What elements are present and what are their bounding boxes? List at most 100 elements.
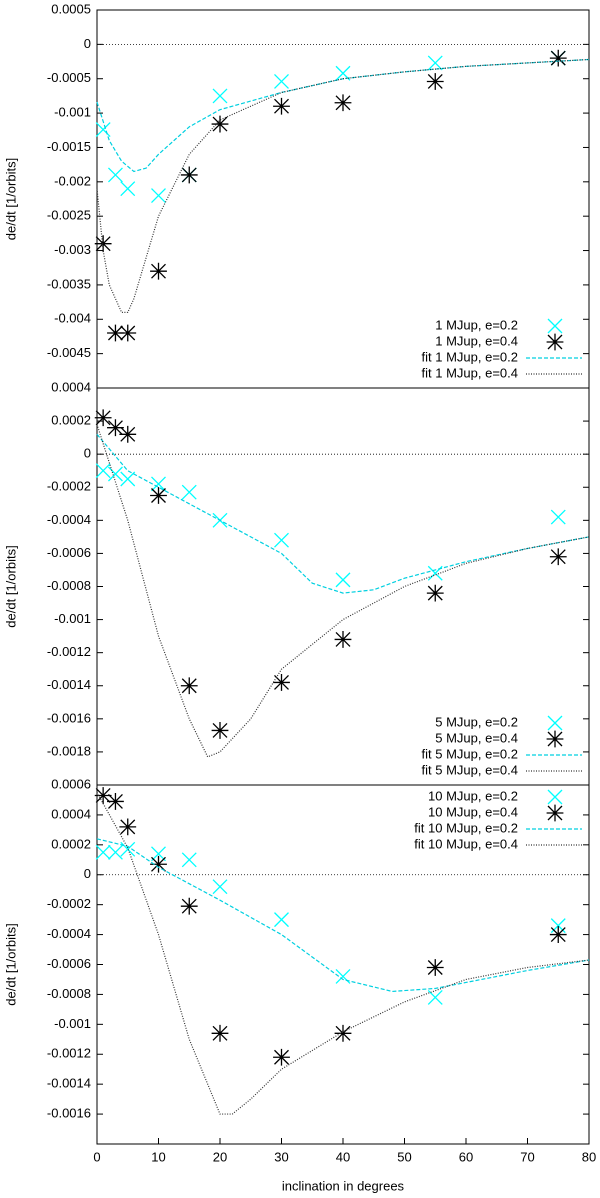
data-point bbox=[427, 989, 443, 1005]
data-point bbox=[95, 122, 111, 138]
y-tick-label: -0.0008 bbox=[47, 986, 91, 1001]
data-point bbox=[426, 584, 444, 602]
fit-line bbox=[96, 58, 590, 313]
y-tick-label: -0.0002 bbox=[47, 896, 91, 911]
data-point bbox=[549, 926, 567, 943]
y-tick-label: -0.0035 bbox=[47, 276, 91, 291]
y-tick-label: -0.0014 bbox=[47, 1076, 91, 1091]
data-point bbox=[547, 318, 563, 334]
x-tick-label: 60 bbox=[459, 1149, 473, 1164]
y-tick-label: -0.0006 bbox=[47, 956, 91, 971]
fit-line bbox=[96, 58, 590, 173]
y-tick-label: 0.0002 bbox=[51, 836, 91, 851]
data-point bbox=[335, 572, 351, 588]
data-point bbox=[549, 548, 567, 566]
data-point bbox=[119, 324, 137, 342]
data-point bbox=[151, 846, 166, 862]
x-tick-label: 50 bbox=[397, 1149, 411, 1164]
data-point bbox=[546, 333, 564, 351]
data-point bbox=[550, 509, 566, 525]
data-point bbox=[107, 419, 124, 437]
data-point bbox=[180, 677, 198, 695]
data-point bbox=[151, 188, 166, 204]
legend-label: 1 MJup, e=0.2 bbox=[435, 317, 518, 332]
legend-label: 5 MJup, e=0.2 bbox=[435, 714, 518, 729]
y-tick-label: -0.001 bbox=[54, 611, 91, 626]
x-tick-label: 10 bbox=[151, 1149, 165, 1164]
data-point bbox=[546, 804, 564, 822]
y-tick-label: -0.003 bbox=[54, 242, 91, 257]
data-point bbox=[334, 94, 352, 112]
y-tick-label: -0.001 bbox=[54, 1016, 91, 1031]
data-point bbox=[107, 466, 123, 482]
data-point bbox=[212, 879, 228, 895]
data-point bbox=[94, 787, 112, 804]
data-point bbox=[119, 425, 137, 443]
data-point bbox=[107, 844, 123, 860]
y-tick-label: 0 bbox=[84, 446, 91, 461]
data-point bbox=[95, 844, 111, 860]
x-tick-label: 0 bbox=[93, 1149, 100, 1164]
data-point bbox=[547, 789, 563, 805]
data-point bbox=[150, 855, 167, 873]
y-tick-label: -0.0015 bbox=[47, 139, 91, 154]
y-axis-label: de/dt [1/orbits] bbox=[3, 923, 18, 1005]
y-tick-label: -0.0016 bbox=[47, 1106, 91, 1121]
y-tick-label: 0.0002 bbox=[51, 413, 91, 428]
data-point bbox=[211, 722, 229, 739]
y-tick-label: -0.0018 bbox=[47, 743, 91, 758]
data-point bbox=[211, 115, 229, 133]
y-axis-label: de/dt [1/orbits] bbox=[3, 545, 18, 627]
y-tick-label: -0.001 bbox=[54, 105, 91, 120]
y-tick-label: -0.0025 bbox=[47, 208, 91, 223]
data-point bbox=[120, 181, 136, 197]
data-point bbox=[273, 674, 290, 691]
data-point bbox=[94, 409, 112, 427]
legend-label: fit 5 MJup, e=0.2 bbox=[422, 746, 518, 761]
y-tick-label: -0.0006 bbox=[47, 545, 91, 560]
data-point bbox=[107, 793, 124, 810]
data-point bbox=[181, 852, 197, 868]
data-point bbox=[94, 235, 112, 253]
x-tick-label: 70 bbox=[520, 1149, 534, 1164]
data-point bbox=[274, 532, 289, 548]
x-tick-label: 40 bbox=[336, 1149, 350, 1164]
data-point bbox=[334, 631, 352, 648]
legend-label: fit 5 MJup, e=0.4 bbox=[422, 762, 518, 777]
data-point bbox=[212, 88, 228, 104]
legend-label: 5 MJup, e=0.4 bbox=[435, 730, 518, 745]
data-point bbox=[426, 73, 444, 90]
legend-label: fit 10 MJup, e=0.2 bbox=[414, 820, 518, 835]
y-tick-label: -0.0004 bbox=[47, 926, 91, 941]
data-point bbox=[547, 715, 563, 731]
y-tick-label: 0.0005 bbox=[51, 1, 91, 16]
y-tick-label: 0 bbox=[84, 36, 91, 51]
data-point bbox=[107, 324, 124, 342]
fit-line bbox=[96, 792, 590, 1115]
y-tick-label: -0.004 bbox=[54, 311, 91, 326]
data-point bbox=[273, 97, 290, 115]
data-point bbox=[211, 1024, 229, 1042]
data-point bbox=[95, 463, 111, 479]
legend-label: 10 MJup, e=0.4 bbox=[428, 804, 518, 819]
fit-line bbox=[96, 433, 590, 594]
y-tick-label: 0.0006 bbox=[51, 776, 91, 791]
legend-label: 10 MJup, e=0.2 bbox=[428, 788, 518, 803]
data-point bbox=[119, 818, 137, 836]
data-point bbox=[274, 912, 289, 928]
y-tick-label: -0.0014 bbox=[47, 677, 91, 692]
y-tick-label: -0.0016 bbox=[47, 710, 91, 725]
data-point bbox=[334, 1024, 352, 1042]
legend-label: fit 10 MJup, e=0.4 bbox=[414, 836, 518, 851]
data-point bbox=[426, 959, 444, 976]
data-point bbox=[181, 484, 197, 500]
data-point bbox=[151, 476, 166, 492]
y-tick-label: -0.002 bbox=[54, 173, 91, 188]
x-axis-label: inclination in degrees bbox=[282, 1178, 405, 1193]
y-tick-label: -0.0045 bbox=[47, 345, 91, 360]
legend-label: fit 1 MJup, e=0.2 bbox=[422, 349, 518, 364]
data-point bbox=[180, 166, 198, 184]
y-tick-label: 0.0004 bbox=[51, 379, 91, 394]
x-tick-label: 80 bbox=[582, 1149, 596, 1164]
